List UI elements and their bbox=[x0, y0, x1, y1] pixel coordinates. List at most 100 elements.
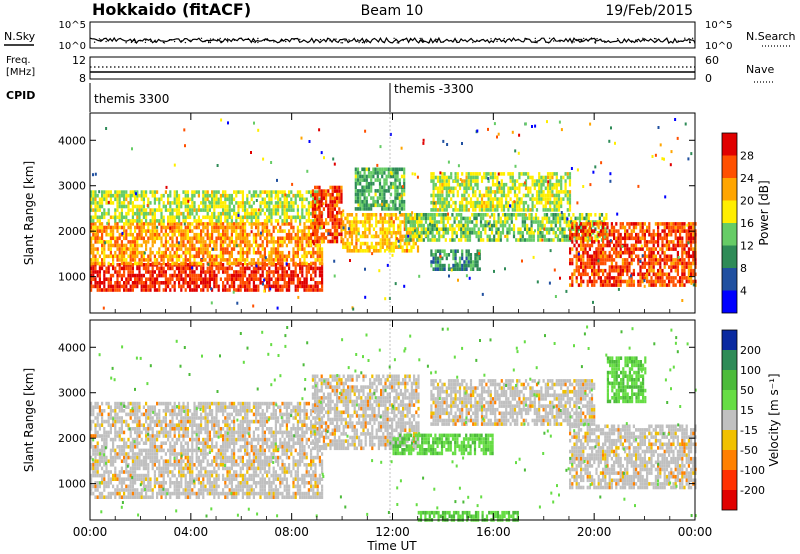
heatmap-cell bbox=[366, 234, 369, 239]
heatmap-cell bbox=[322, 225, 325, 229]
heatmap-cell bbox=[529, 197, 532, 201]
heatmap-cell bbox=[447, 182, 451, 187]
heatmap-cell bbox=[272, 250, 275, 255]
heatmap-cell bbox=[433, 213, 436, 217]
heatmap-cell bbox=[211, 229, 214, 233]
noise-search-point bbox=[209, 41, 212, 44]
heatmap-cell bbox=[663, 258, 666, 262]
heatmap-cell bbox=[570, 216, 573, 221]
heatmap-cell bbox=[307, 232, 310, 237]
heatmap-cell bbox=[427, 231, 430, 235]
heatmap-cell bbox=[138, 281, 141, 285]
heatmap-cell bbox=[213, 193, 216, 198]
heatmap-cell bbox=[215, 261, 218, 266]
heatmap-cell bbox=[643, 243, 646, 248]
heatmap-cell bbox=[619, 268, 622, 273]
noise-search-point bbox=[133, 39, 135, 42]
heatmap-cell bbox=[648, 279, 651, 284]
heatmap-cell bbox=[233, 261, 236, 266]
heatmap-cell bbox=[630, 247, 633, 251]
heatmap-cell bbox=[496, 200, 499, 205]
heatmap-cell bbox=[580, 247, 583, 251]
heatmap-cell bbox=[643, 229, 646, 233]
heatmap-cell bbox=[186, 232, 189, 237]
heatmap-cell bbox=[197, 208, 200, 212]
heatmap-cell bbox=[228, 284, 231, 289]
heatmap-cell bbox=[189, 243, 192, 248]
heatmap-cell bbox=[217, 215, 220, 220]
heatmap-cell bbox=[513, 190, 517, 194]
heatmap-cell bbox=[594, 234, 597, 239]
heatmap-cell bbox=[484, 213, 487, 217]
heatmap-cell bbox=[109, 236, 112, 241]
heatmap-cell bbox=[160, 254, 163, 259]
heatmap-cell bbox=[490, 213, 494, 217]
heatmap-cell bbox=[452, 249, 455, 253]
heatmap-cell bbox=[599, 276, 602, 280]
heatmap-cell bbox=[599, 254, 602, 259]
heatmap-cell bbox=[630, 254, 633, 259]
heatmap-cell bbox=[316, 200, 319, 204]
heatmap-cell bbox=[310, 190, 313, 194]
heatmap-cell bbox=[584, 229, 587, 233]
heatmap-cell bbox=[310, 232, 313, 237]
heatmap-cell bbox=[359, 192, 362, 197]
heatmap-cell bbox=[338, 232, 341, 237]
heatmap-cell bbox=[356, 199, 360, 204]
heatmap-cell bbox=[604, 250, 607, 255]
noise-search-point bbox=[233, 39, 236, 41]
heatmap-cell bbox=[224, 247, 227, 251]
heatmap-cell bbox=[439, 260, 442, 264]
heatmap-cell bbox=[599, 268, 602, 273]
heatmap-cell bbox=[571, 232, 574, 237]
heatmap-cell bbox=[535, 193, 539, 198]
heatmap-cell bbox=[219, 222, 222, 226]
heatmap-cell bbox=[546, 182, 550, 187]
heatmap-cell bbox=[204, 201, 207, 205]
noise-search-point bbox=[344, 40, 346, 42]
heatmap-cell bbox=[164, 288, 167, 292]
heatmap-cell bbox=[257, 284, 260, 289]
heatmap-cell bbox=[129, 229, 132, 233]
heatmap-cell bbox=[575, 236, 578, 241]
heatmap-cell bbox=[413, 213, 417, 217]
heatmap-cell bbox=[114, 193, 117, 198]
heatmap-cell bbox=[692, 222, 695, 226]
heatmap-cell bbox=[540, 190, 543, 194]
heatmap-cell bbox=[151, 229, 154, 233]
heatmap-cell bbox=[670, 279, 673, 284]
heatmap-cell bbox=[469, 186, 473, 191]
heatmap-cell bbox=[321, 247, 324, 251]
heatmap-cell bbox=[577, 254, 580, 259]
heatmap-cell bbox=[652, 250, 655, 255]
heatmap-cell bbox=[215, 201, 218, 205]
heatmap-cell bbox=[378, 185, 382, 190]
heatmap-cell bbox=[619, 232, 622, 237]
heatmap-cell bbox=[375, 234, 378, 239]
heatmap-cell bbox=[255, 190, 258, 194]
heatmap-cell bbox=[103, 270, 106, 274]
heatmap-cell bbox=[331, 192, 334, 197]
heatmap-cell bbox=[654, 247, 657, 251]
heatmap-cell bbox=[639, 279, 642, 284]
heatmap-cell bbox=[468, 216, 472, 221]
heatmap-cell bbox=[215, 229, 218, 233]
heatmap-cell bbox=[451, 213, 454, 217]
heatmap-cell bbox=[277, 222, 280, 226]
heatmap-cell bbox=[116, 277, 119, 281]
heatmap-cell bbox=[348, 249, 351, 253]
heatmap-cell bbox=[679, 258, 682, 262]
heatmap-cell bbox=[619, 272, 622, 277]
heatmap-cell bbox=[268, 273, 271, 278]
heatmap-cell bbox=[652, 236, 655, 241]
heatmap-cell bbox=[281, 258, 284, 262]
heatmap-cell bbox=[98, 273, 101, 278]
heatmap-cell bbox=[372, 196, 375, 200]
heatmap-cell bbox=[259, 232, 262, 237]
heatmap-cell bbox=[252, 247, 255, 251]
heatmap-cell bbox=[418, 238, 421, 242]
heatmap-cell bbox=[321, 237, 324, 241]
heatmap-cell bbox=[211, 211, 214, 216]
heatmap-cell bbox=[228, 204, 231, 209]
heatmap-cell bbox=[303, 261, 306, 266]
